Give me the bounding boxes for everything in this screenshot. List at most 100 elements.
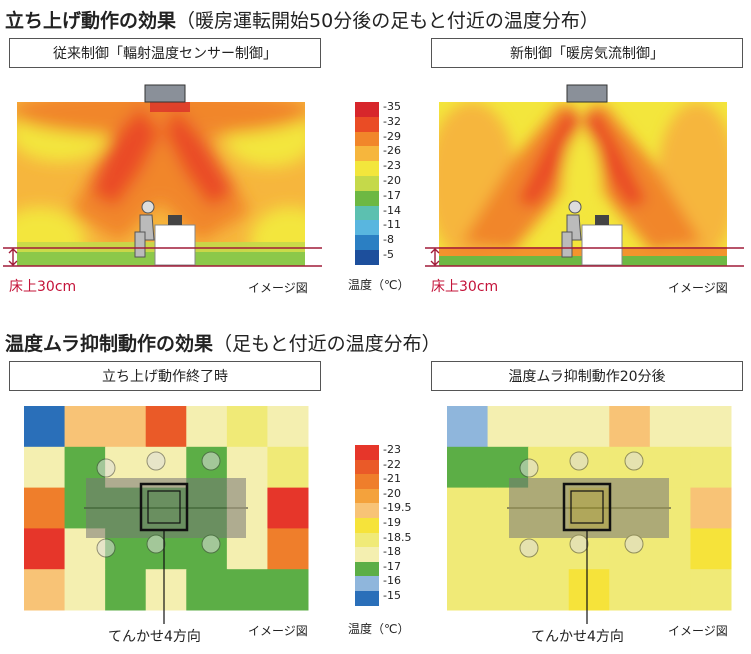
legend-tick-label: -19.5: [383, 501, 412, 515]
image-note-2-left: イメージ図: [248, 624, 308, 638]
grid-cell: [690, 487, 732, 529]
legend-tick-label: -18: [383, 545, 401, 559]
grid-cell: [487, 406, 529, 448]
legend-swatch: [355, 445, 379, 460]
heatmap-conventional: [3, 84, 322, 267]
legend-tick-label: -21: [383, 472, 401, 486]
grid-cell: [24, 446, 66, 489]
image-note-1-left: イメージ図: [248, 281, 308, 295]
office-layout-icon: [84, 451, 248, 558]
legend-swatch: [355, 146, 379, 162]
grid-cell: [267, 406, 309, 448]
legend-tick-label: -15: [383, 589, 401, 602]
legend-2-colorbar: [355, 445, 379, 606]
grid-cell: [186, 406, 228, 448]
legend-tick-label: -17: [383, 188, 401, 202]
grid-cell: [24, 528, 66, 570]
section2-title: 温度ムラ抑制動作の効果（足もと付近の温度分布）: [5, 329, 441, 356]
image-note-2-right: イメージ図: [668, 624, 728, 638]
legend-swatch: [355, 220, 379, 236]
section1-left-label: 従来制御「輻射温度センサー制御」: [9, 38, 321, 68]
legend-swatch: [355, 459, 379, 475]
legend-swatch: [355, 561, 379, 577]
legend-2-title: 温度（℃）: [348, 622, 410, 636]
legend-tick-label: -14: [383, 203, 401, 217]
grid-cell: [145, 569, 187, 611]
section1-title-main: 立ち上げ動作の効果: [5, 10, 177, 32]
grid-heatmap-after: [447, 406, 732, 624]
section2-right-label: 温度ムラ抑制動作20分後: [431, 361, 743, 391]
grid-cell: [690, 406, 732, 448]
person-at-desk-icon-2: [561, 200, 623, 266]
legend-tick-label: -32: [383, 114, 401, 128]
grid-cell: [609, 569, 651, 611]
grid-cell: [528, 569, 570, 611]
heatmap-new-control: [425, 84, 744, 267]
legend-swatch: [355, 249, 379, 265]
legend-tick-label: -16: [383, 574, 401, 588]
legend-tick-label: -19: [383, 516, 401, 529]
grid-cell: [690, 569, 732, 611]
legend-swatch: [355, 190, 379, 206]
grid-cell: [24, 406, 66, 448]
legend-tick-label: -11: [383, 218, 401, 232]
office-layout-icon-2: [507, 451, 671, 558]
grid-cell: [568, 406, 610, 448]
legend-swatch: [355, 116, 379, 132]
grid-cell: [690, 528, 732, 570]
legend-tick-label: -17: [383, 559, 401, 573]
grid-cell: [649, 569, 691, 611]
legend-swatch: [355, 205, 379, 221]
grid-cell: [447, 487, 489, 529]
grid-cell: [690, 446, 732, 489]
legend-tick-label: -23: [383, 443, 401, 456]
grid-heatmap-before: [24, 406, 309, 624]
legend-tick-label: -29: [383, 129, 401, 143]
legend-swatch: [355, 235, 379, 250]
grid-cell: [226, 569, 268, 611]
grid-cell: [64, 406, 106, 448]
floor-height-label-right: 床上30cm: [431, 279, 499, 295]
legend-swatch: [355, 488, 379, 504]
grid-cell: [64, 569, 106, 611]
grid-cell: [105, 569, 147, 611]
grid-cell: [226, 406, 268, 448]
grid-cell: [447, 446, 489, 489]
legend-swatch: [355, 161, 379, 176]
grid-cell: [267, 487, 309, 529]
grid-cell: [447, 569, 489, 611]
grid-cell: [447, 528, 489, 570]
grid-cell: [609, 406, 651, 448]
legend-tick-label: -22: [383, 457, 401, 471]
grid-cell: [145, 406, 187, 448]
legend-tick-label: -18.5: [383, 530, 412, 544]
grid-cell: [267, 528, 309, 570]
legend-swatch: [355, 547, 379, 562]
legend-tick-label: -5: [383, 248, 394, 261]
section2-title-main: 温度ムラ抑制動作の効果: [5, 333, 214, 355]
legend-tick-label: -26: [383, 144, 401, 158]
legend-swatch: [355, 474, 379, 489]
image-note-1-right: イメージ図: [668, 281, 728, 295]
grid-cell: [24, 569, 66, 611]
section2-title-sub: （足もと付近の温度分布）: [213, 333, 441, 355]
section2-left-label: 立ち上げ動作終了時: [9, 361, 321, 391]
legend-swatch: [355, 175, 379, 191]
legend-swatch: [355, 532, 379, 548]
legend-tick-label: -8: [383, 233, 394, 247]
section1-title: 立ち上げ動作の効果（暖房運転開始50分後の足もと付近の温度分布）: [5, 6, 599, 33]
legend-swatch: [355, 576, 379, 591]
legend-swatch: [355, 131, 379, 147]
legend-tick-label: -20: [383, 486, 401, 500]
legend-1-title: 温度（℃）: [348, 278, 410, 292]
grid-cell: [105, 406, 147, 448]
cassette-label-right: てんかせ4方向: [531, 629, 624, 645]
section1-title-sub: （暖房運転開始50分後の足もと付近の温度分布）: [176, 10, 599, 32]
legend-swatch: [355, 503, 379, 518]
grid-cell: [649, 406, 691, 448]
legend-swatch: [355, 590, 379, 606]
legend-swatch: [355, 102, 379, 117]
grid-cell: [24, 487, 66, 529]
person-at-desk-icon: [134, 200, 196, 266]
cassette-label-left: てんかせ4方向: [108, 629, 201, 645]
